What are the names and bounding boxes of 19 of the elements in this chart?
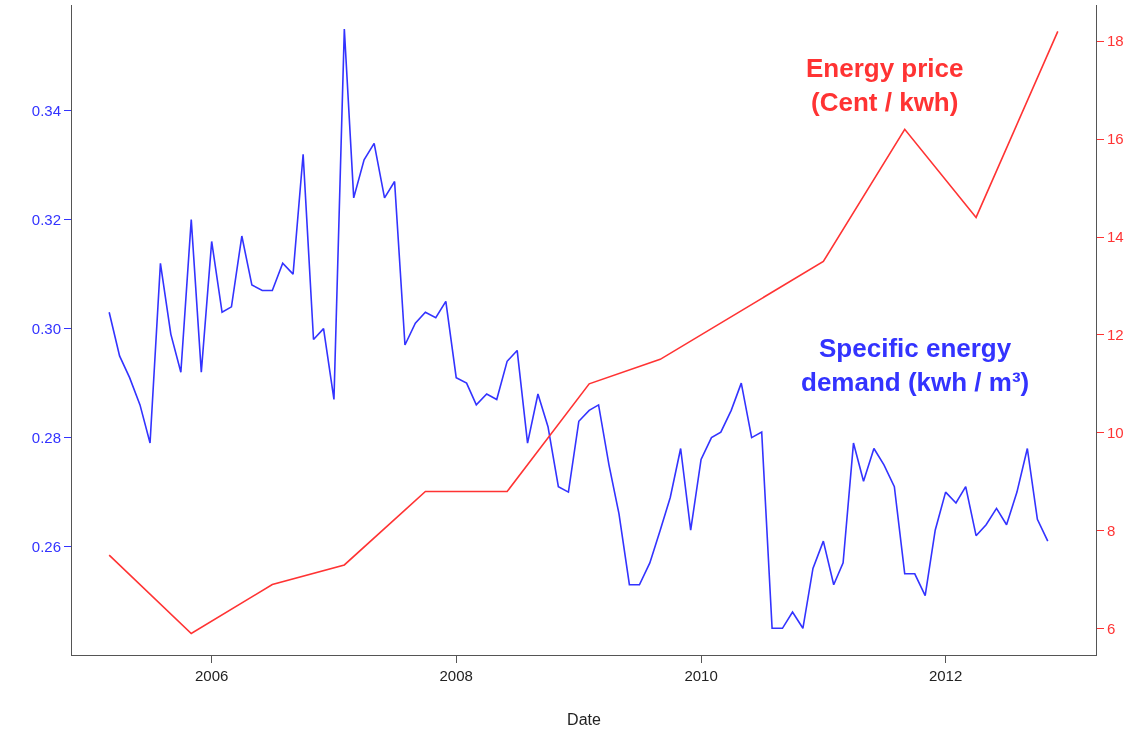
x-tick-label: 2008	[439, 667, 473, 684]
y-tick-label: 0.30	[31, 319, 61, 337]
x-tick-label: 2010	[684, 667, 718, 684]
x-axis-title: Date	[567, 710, 601, 728]
series-label: Specific energy demand (kwh / m³)	[801, 333, 1030, 397]
series-label: Energy price (Cent / kwh)	[806, 53, 964, 117]
y2-tick-label: 18	[1107, 32, 1124, 50]
y2-tick-label: 6	[1107, 619, 1116, 637]
y2-tick-label: 10	[1107, 424, 1124, 442]
y-tick-label: 0.26	[31, 537, 61, 555]
y2-tick-label: 14	[1107, 228, 1124, 246]
x-tick-label: 2006	[194, 667, 229, 684]
y-tick-label: 0.28	[31, 428, 61, 446]
x-tick-label: 2012	[928, 667, 963, 684]
y-tick-label: 0.34	[31, 101, 61, 119]
y2-tick-label: 16	[1107, 130, 1124, 148]
y2-tick-label: 12	[1107, 326, 1124, 344]
y2-tick-label: 8	[1107, 521, 1116, 539]
y-tick-label: 0.32	[31, 210, 61, 228]
